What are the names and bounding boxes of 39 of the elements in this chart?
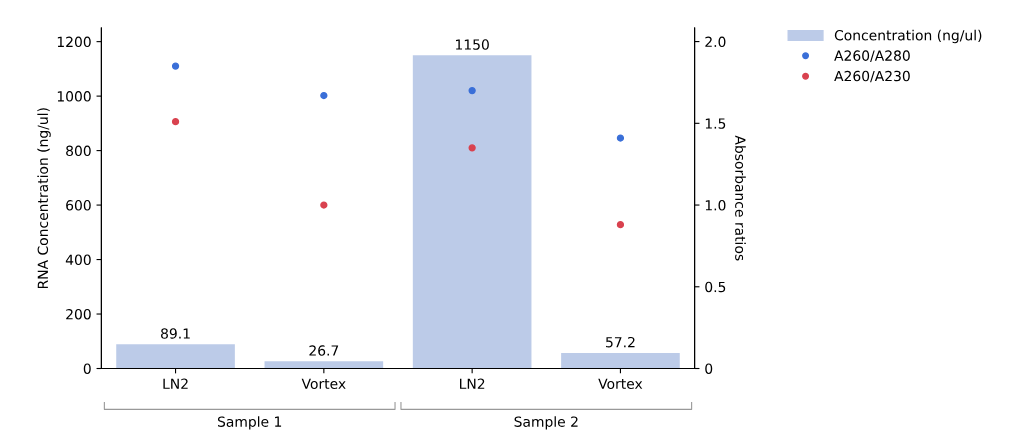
point bbox=[320, 201, 328, 209]
bar bbox=[412, 55, 532, 369]
x-tick-label: Vortex bbox=[301, 378, 346, 389]
text: Sample 1 bbox=[217, 416, 282, 430]
y2-tick-label: 1.5 bbox=[705, 118, 726, 129]
y-tick-label: 0 bbox=[83, 363, 91, 374]
bar bbox=[264, 361, 384, 369]
y-tick-label: 1000 bbox=[57, 91, 91, 102]
point bbox=[616, 221, 625, 229]
y2-axis-title: Absorbance ratios bbox=[735, 135, 746, 261]
point bbox=[171, 62, 180, 70]
point bbox=[468, 144, 476, 152]
x-tick-label: LN2 bbox=[163, 378, 188, 389]
y2-tick-label: 0 bbox=[705, 363, 713, 374]
legend-label: A260/A230 bbox=[834, 70, 910, 83]
point bbox=[616, 134, 625, 142]
legend-label: Concentration (ng/ul) bbox=[834, 29, 982, 44]
bar bbox=[116, 344, 235, 369]
y-tick-label: 600 bbox=[66, 200, 91, 211]
data-label: 26.7 bbox=[309, 345, 339, 356]
x-tick-label: LN2 bbox=[460, 378, 485, 389]
y2-tick-label: 2.0 bbox=[705, 36, 726, 48]
point bbox=[171, 118, 180, 126]
y2-tick-label: 0.5 bbox=[705, 281, 726, 293]
data-label: 57.2 bbox=[606, 336, 635, 348]
y-tick-label: 200 bbox=[66, 309, 91, 320]
point bbox=[320, 91, 328, 100]
y-tick-label: 1200 bbox=[57, 36, 91, 48]
text: Sample 2 bbox=[514, 416, 578, 430]
point bbox=[468, 86, 476, 95]
x-tick-label: Vortex bbox=[598, 378, 643, 389]
bar bbox=[561, 352, 680, 369]
y2-tick-label: 1.0 bbox=[705, 200, 726, 211]
legend-label: A260/A280 bbox=[834, 50, 910, 62]
y-tick-label: 800 bbox=[66, 145, 91, 157]
y-tick-label: 400 bbox=[65, 254, 91, 266]
data-label: 1150 bbox=[456, 39, 489, 50]
y-axis-title: RNA Concentration (ng/ul) bbox=[37, 108, 51, 289]
data-label: 89.1 bbox=[161, 328, 190, 339]
